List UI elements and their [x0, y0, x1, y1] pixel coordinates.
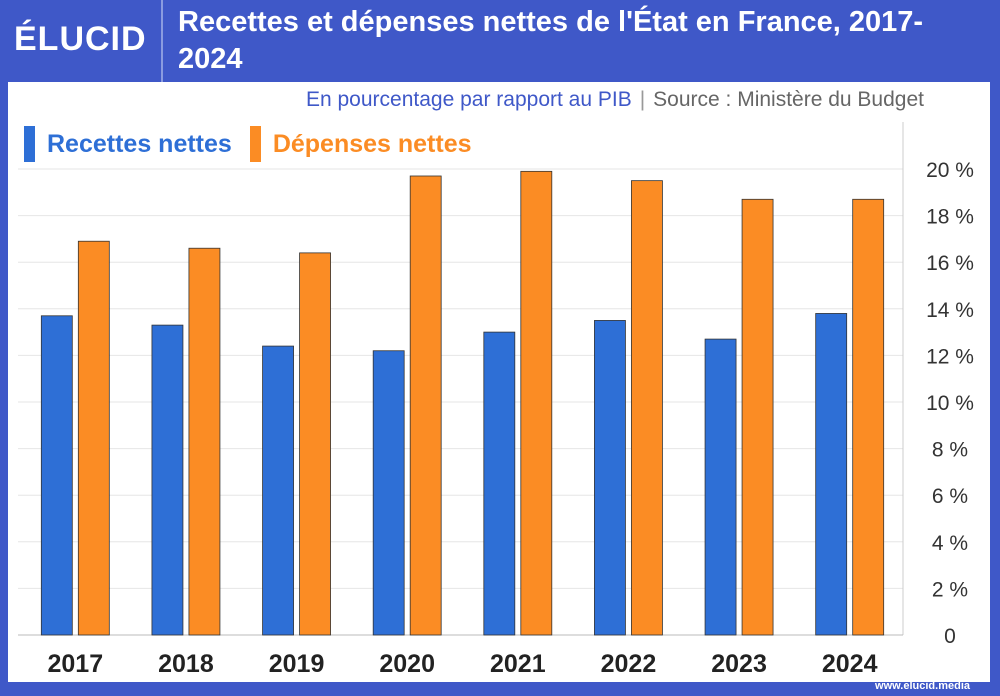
x-tick-label: 2022: [601, 650, 657, 678]
legend-label: Dépenses nettes: [272, 129, 472, 158]
legend-item-recettes: Recettes nettes: [24, 126, 232, 162]
bar-depenses-2018: [188, 247, 221, 636]
bar-depenses-2022: [631, 180, 663, 636]
bar-recettes-2018: [151, 324, 184, 636]
y-tick-label: 8 %: [932, 439, 968, 462]
x-tick-label: 2021: [490, 650, 546, 678]
bar-recettes-2019: [262, 345, 294, 636]
x-tick-label: 2017: [48, 650, 104, 678]
x-tick-label: 2024: [822, 650, 878, 678]
y-tick-label: 4 %: [932, 532, 968, 555]
y-tick-label: 6 %: [932, 485, 968, 508]
x-tick-label: 2020: [379, 650, 435, 678]
y-tick-label: 2 %: [932, 578, 968, 601]
x-tick-label: 2023: [711, 650, 767, 678]
x-tick-label: 2019: [269, 650, 325, 678]
y-tick-label: 16 %: [926, 252, 974, 275]
y-tick-label: 0: [944, 625, 956, 648]
x-tick-label: 2018: [158, 650, 214, 678]
bar-depenses-2020: [409, 175, 442, 636]
bar-recettes-2017: [40, 315, 73, 636]
y-tick-label: 18 %: [926, 206, 974, 229]
bar-depenses-2023: [741, 198, 774, 636]
y-tick-label: 20 %: [926, 159, 974, 182]
chart-title: Recettes et dépenses nettes de l'État en…: [178, 6, 924, 75]
bar-depenses-2024: [852, 198, 885, 636]
header-divider: [161, 0, 163, 82]
legend-swatch: [249, 126, 261, 162]
elucid-logo: ÉLUCID: [14, 20, 147, 58]
y-tick-label: 10 %: [926, 392, 974, 415]
legend: Recettes nettes Dépenses nettes: [24, 126, 490, 162]
bar-recettes-2023: [704, 338, 737, 636]
chart-subtitle-line: En pourcentage par rapport au PIB | Source…: [305, 88, 924, 111]
y-tick-label: 12 %: [926, 345, 974, 368]
bar-depenses-2019: [299, 252, 331, 636]
y-tick-label: 14 %: [926, 299, 974, 322]
footer-url: www.elucid.media: [875, 680, 970, 692]
bar-depenses-2021: [520, 170, 553, 636]
chart-subtitle: En pourcentage par rapport au PIB: [305, 88, 632, 111]
chart-source: Source : Ministère du Budget: [653, 88, 924, 111]
legend-swatch: [24, 126, 35, 162]
legend-label: Recettes nettes: [47, 129, 232, 158]
bar-recettes-2021: [483, 331, 516, 636]
bar-depenses-2017: [77, 240, 110, 636]
bar-recettes-2020: [372, 350, 405, 636]
bar-recettes-2022: [594, 320, 626, 636]
legend-item-depenses: Dépenses nettes: [249, 126, 472, 162]
bar-recettes-2024: [815, 313, 848, 636]
